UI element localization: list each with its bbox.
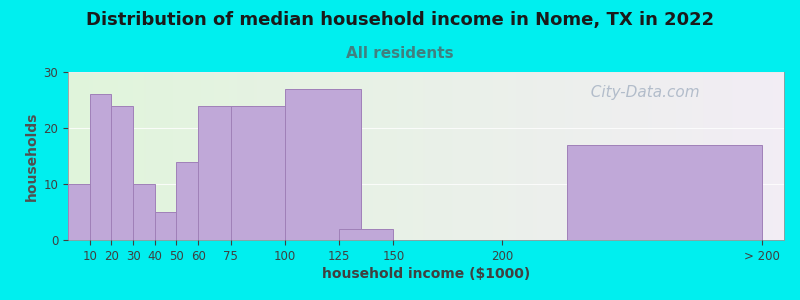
Bar [68,184,90,240]
Bar [285,89,361,240]
Text: City-Data.com: City-Data.com [582,85,700,100]
Y-axis label: households: households [26,111,39,201]
Bar [133,184,154,240]
Bar [90,94,111,240]
Text: All residents: All residents [346,46,454,62]
Bar [339,229,394,240]
Bar [567,145,762,240]
Bar [198,106,253,240]
X-axis label: household income ($1000): household income ($1000) [322,267,530,281]
Bar [111,106,133,240]
Bar [177,162,209,240]
Bar [230,106,285,240]
Text: Distribution of median household income in Nome, TX in 2022: Distribution of median household income … [86,11,714,28]
Bar [154,212,177,240]
